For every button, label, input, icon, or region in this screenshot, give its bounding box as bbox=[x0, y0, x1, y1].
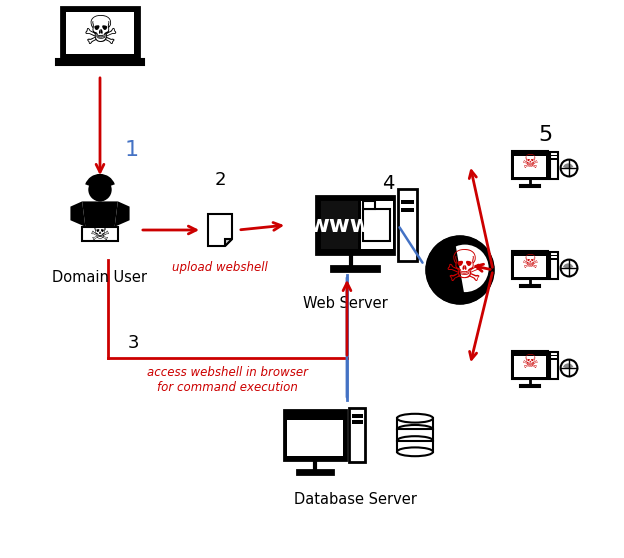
Polygon shape bbox=[115, 201, 130, 227]
Wedge shape bbox=[92, 193, 108, 201]
FancyBboxPatch shape bbox=[514, 156, 546, 177]
FancyBboxPatch shape bbox=[514, 357, 546, 377]
Polygon shape bbox=[71, 201, 85, 227]
FancyBboxPatch shape bbox=[401, 208, 414, 213]
FancyBboxPatch shape bbox=[288, 420, 343, 456]
Text: ☠: ☠ bbox=[82, 13, 118, 53]
Text: www: www bbox=[308, 214, 371, 237]
Circle shape bbox=[441, 244, 489, 292]
FancyBboxPatch shape bbox=[56, 59, 144, 65]
FancyBboxPatch shape bbox=[550, 152, 558, 179]
Text: ☠: ☠ bbox=[522, 253, 539, 272]
Ellipse shape bbox=[397, 436, 433, 445]
FancyBboxPatch shape bbox=[551, 158, 557, 160]
Text: ☠: ☠ bbox=[522, 353, 539, 372]
Polygon shape bbox=[208, 214, 232, 246]
FancyBboxPatch shape bbox=[520, 385, 540, 387]
Text: ☠: ☠ bbox=[522, 153, 539, 172]
FancyBboxPatch shape bbox=[297, 470, 333, 474]
FancyBboxPatch shape bbox=[316, 196, 394, 254]
Text: 3: 3 bbox=[128, 334, 140, 352]
Circle shape bbox=[560, 359, 577, 377]
FancyBboxPatch shape bbox=[514, 257, 546, 277]
FancyBboxPatch shape bbox=[520, 185, 540, 187]
FancyBboxPatch shape bbox=[401, 200, 414, 204]
Circle shape bbox=[560, 259, 577, 276]
Polygon shape bbox=[82, 201, 118, 227]
FancyBboxPatch shape bbox=[550, 252, 558, 278]
FancyBboxPatch shape bbox=[397, 430, 433, 441]
FancyBboxPatch shape bbox=[349, 408, 365, 462]
Text: ☠: ☠ bbox=[444, 247, 484, 290]
FancyBboxPatch shape bbox=[66, 12, 134, 54]
Text: Database Server: Database Server bbox=[293, 493, 416, 507]
Polygon shape bbox=[225, 239, 232, 246]
FancyBboxPatch shape bbox=[321, 201, 358, 249]
FancyBboxPatch shape bbox=[512, 351, 548, 379]
FancyBboxPatch shape bbox=[352, 420, 363, 424]
FancyBboxPatch shape bbox=[520, 285, 540, 287]
Wedge shape bbox=[563, 263, 573, 269]
FancyBboxPatch shape bbox=[363, 209, 390, 241]
Circle shape bbox=[560, 160, 577, 176]
FancyBboxPatch shape bbox=[82, 227, 118, 241]
Ellipse shape bbox=[397, 414, 433, 422]
Text: Domain User: Domain User bbox=[52, 271, 147, 286]
Circle shape bbox=[427, 237, 493, 303]
Wedge shape bbox=[427, 238, 466, 302]
Text: 4: 4 bbox=[383, 174, 395, 194]
FancyBboxPatch shape bbox=[363, 201, 375, 209]
FancyBboxPatch shape bbox=[550, 352, 558, 378]
Text: ☠: ☠ bbox=[90, 223, 110, 246]
Ellipse shape bbox=[397, 425, 433, 434]
FancyBboxPatch shape bbox=[551, 258, 557, 259]
FancyBboxPatch shape bbox=[352, 414, 363, 417]
Text: Web Server: Web Server bbox=[303, 296, 388, 310]
FancyBboxPatch shape bbox=[61, 7, 139, 59]
FancyBboxPatch shape bbox=[361, 201, 392, 249]
Text: upload webshell: upload webshell bbox=[172, 262, 268, 275]
FancyBboxPatch shape bbox=[284, 410, 346, 460]
FancyBboxPatch shape bbox=[331, 266, 379, 271]
FancyBboxPatch shape bbox=[397, 441, 433, 452]
Text: 1: 1 bbox=[125, 140, 139, 160]
Wedge shape bbox=[563, 163, 573, 169]
Text: 5: 5 bbox=[538, 125, 552, 145]
Circle shape bbox=[89, 178, 112, 201]
FancyBboxPatch shape bbox=[551, 254, 557, 256]
Text: access webshell in browser
for command execution: access webshell in browser for command e… bbox=[147, 366, 308, 394]
FancyBboxPatch shape bbox=[551, 354, 557, 357]
FancyBboxPatch shape bbox=[512, 151, 548, 179]
Ellipse shape bbox=[397, 448, 433, 456]
Wedge shape bbox=[563, 363, 573, 369]
FancyBboxPatch shape bbox=[551, 358, 557, 359]
FancyBboxPatch shape bbox=[512, 251, 548, 279]
Text: 2: 2 bbox=[214, 171, 226, 189]
FancyBboxPatch shape bbox=[397, 418, 433, 430]
FancyBboxPatch shape bbox=[398, 189, 417, 261]
Wedge shape bbox=[85, 174, 115, 190]
FancyBboxPatch shape bbox=[551, 155, 557, 156]
